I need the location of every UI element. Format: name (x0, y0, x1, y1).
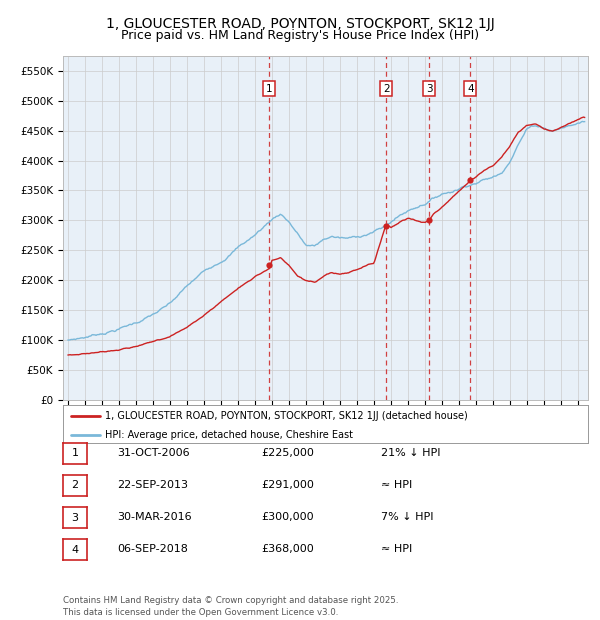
Text: 31-OCT-2006: 31-OCT-2006 (117, 448, 190, 458)
Text: 30-MAR-2016: 30-MAR-2016 (117, 512, 191, 522)
Text: 06-SEP-2018: 06-SEP-2018 (117, 544, 188, 554)
Text: 3: 3 (71, 513, 79, 523)
Text: 1, GLOUCESTER ROAD, POYNTON, STOCKPORT, SK12 1JJ: 1, GLOUCESTER ROAD, POYNTON, STOCKPORT, … (106, 17, 494, 32)
Text: 4: 4 (71, 545, 79, 555)
Text: ≈ HPI: ≈ HPI (381, 544, 412, 554)
Text: 1: 1 (71, 448, 79, 458)
Text: 22-SEP-2013: 22-SEP-2013 (117, 480, 188, 490)
Text: £368,000: £368,000 (261, 544, 314, 554)
Text: 3: 3 (426, 84, 433, 94)
Text: 2: 2 (383, 84, 389, 94)
Text: 4: 4 (467, 84, 473, 94)
Text: ≈ HPI: ≈ HPI (381, 480, 412, 490)
Text: Price paid vs. HM Land Registry's House Price Index (HPI): Price paid vs. HM Land Registry's House … (121, 29, 479, 42)
Text: 1, GLOUCESTER ROAD, POYNTON, STOCKPORT, SK12 1JJ (detached house): 1, GLOUCESTER ROAD, POYNTON, STOCKPORT, … (105, 410, 468, 420)
Text: 7% ↓ HPI: 7% ↓ HPI (381, 512, 433, 522)
Text: HPI: Average price, detached house, Cheshire East: HPI: Average price, detached house, Ches… (105, 430, 353, 440)
Text: 21% ↓ HPI: 21% ↓ HPI (381, 448, 440, 458)
Text: 1: 1 (266, 84, 272, 94)
Text: £291,000: £291,000 (261, 480, 314, 490)
Text: 2: 2 (71, 480, 79, 490)
Text: Contains HM Land Registry data © Crown copyright and database right 2025.
This d: Contains HM Land Registry data © Crown c… (63, 596, 398, 617)
Text: £300,000: £300,000 (261, 512, 314, 522)
Text: £225,000: £225,000 (261, 448, 314, 458)
